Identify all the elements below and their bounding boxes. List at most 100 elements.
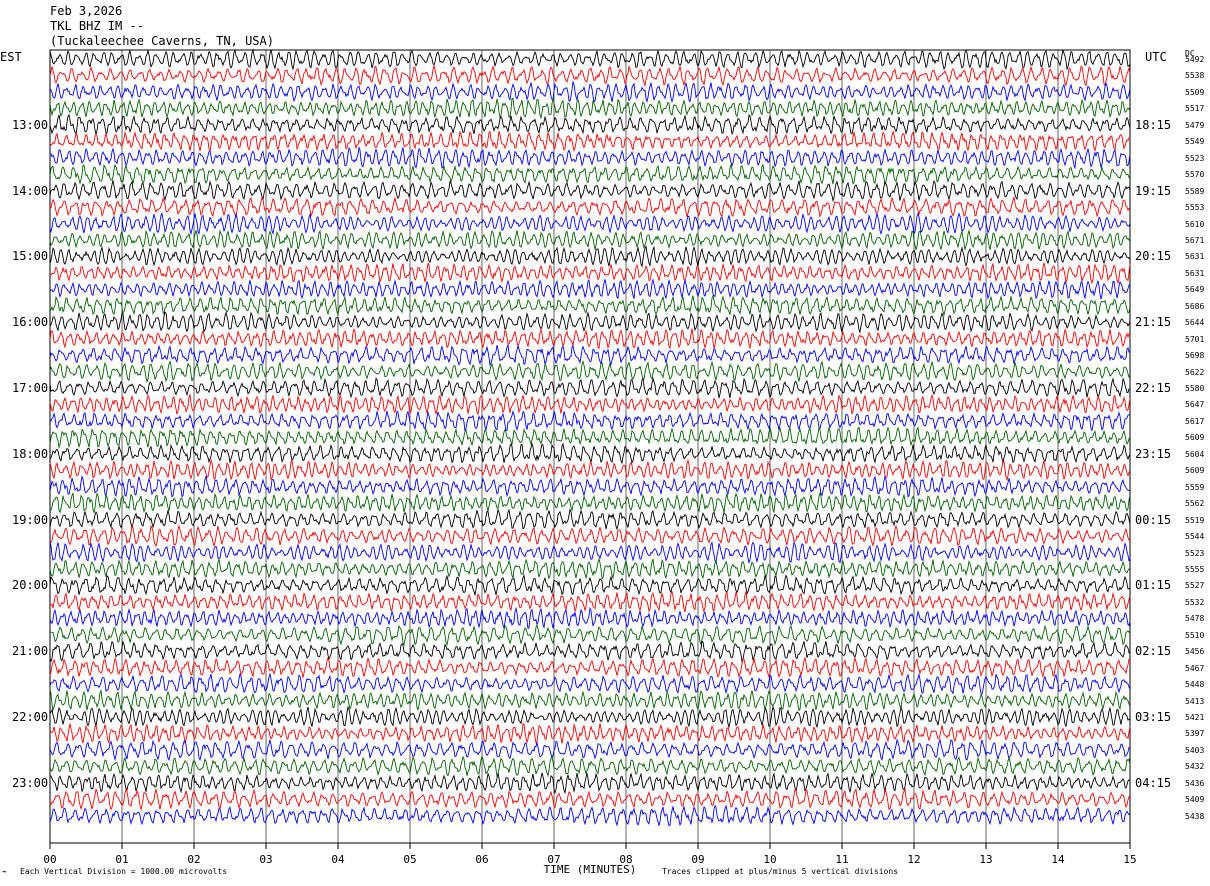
dc-offset-label: 5538 [1185,71,1205,81]
plot-frame [49,49,1131,844]
clip-note: Traces clipped at plus/minus 5 vertical … [662,867,899,876]
left-timezone-label: EST [0,50,22,64]
left-hour-label: 18:00 [12,446,49,461]
left-hour-label: 23:00 [12,775,49,790]
seismic-trace [49,772,1131,795]
right-hour-label: 23:15 [1135,446,1172,461]
dc-offset-label: 5492 [1185,55,1205,64]
seismic-trace [49,410,1131,432]
left-hour-label: 20:00 [12,578,49,593]
dc-offset-label: 5609 [1185,466,1205,476]
dc-offset-label: 5610 [1185,219,1205,229]
seismic-trace [49,64,1131,88]
station-location: (Tuckaleechee Caverns, TN, USA) [50,34,274,48]
dc-offset-label: 5523 [1185,548,1205,558]
x-tick-label: 06 [475,853,489,866]
dc-offset-label: 5604 [1185,449,1205,459]
dc-offset-label: 5413 [1185,696,1205,706]
x-tick-label: 02 [187,853,201,866]
left-hour-label: 13:00 [12,117,49,132]
seismic-trace [49,524,1131,548]
x-tick-label: 03 [259,853,273,866]
dc-offset-label: 5580 [1185,384,1205,393]
seismic-trace [50,624,1131,647]
dc-offset-label: 5523 [1185,153,1205,163]
left-hour-label: 14:00 [12,183,49,198]
dc-offset-label: 5519 [1185,515,1205,525]
dc-offset-label: 5671 [1185,235,1205,245]
seismic-trace [49,262,1131,285]
dc-offset-label: 5589 [1185,186,1205,196]
seismic-trace [49,804,1131,827]
x-tick-label: 05 [403,853,417,866]
seismic-trace [49,507,1131,531]
dc-offset-label: 5698 [1185,351,1205,361]
seismic-trace [49,196,1131,218]
dc-offset-label: 5517 [1185,104,1205,114]
x-tick-label: 00 [43,853,57,866]
seismic-trace [49,656,1131,679]
plot-date: Feb 3,2026 [50,4,123,18]
seismic-trace [49,474,1131,498]
dc-offset-label: 5456 [1185,647,1205,657]
seismic-trace [49,442,1131,465]
left-hour-label: 17:00 [12,381,49,395]
right-hour-label: 04:15 [1135,775,1172,790]
x-tick-label: 07 [547,853,561,866]
right-hour-label: 19:15 [1135,183,1172,198]
seismic-trace [49,705,1131,729]
dc-offset-label: 5553 [1185,203,1205,213]
seismic-trace [49,458,1131,482]
dc-offset-label: 5622 [1185,367,1205,377]
x-tick-label: 01 [115,853,129,866]
left-hour-label: 21:00 [12,644,49,659]
seismic-trace [49,688,1131,712]
dc-offset-label: 5570 [1185,170,1205,180]
seismic-trace [49,146,1131,170]
seismic-trace [49,113,1131,136]
station-code: TKL BHZ IM -- [50,19,144,33]
left-hour-label: 22:00 [12,710,49,724]
seismic-trace [49,738,1130,762]
x-tick-label: 08 [619,853,633,866]
seismic-trace [49,48,1131,71]
seismic-trace [49,672,1131,695]
seismic-trace [49,80,1131,104]
dc-offset-label: 5631 [1185,252,1205,262]
dc-offset-label: 5701 [1185,334,1205,344]
seismic-trace [49,244,1131,268]
seismic-trace [49,229,1131,251]
left-hour-label: 19:00 [12,512,49,527]
right-hour-label: 20:15 [1135,249,1172,264]
x-tick-label: 12 [907,853,921,866]
seismic-trace [49,557,1131,580]
dc-offset-label: 5562 [1185,499,1205,509]
seismic-trace [49,606,1131,630]
seismic-trace [49,376,1130,399]
dc-offset-label: 5403 [1185,745,1205,755]
dc-offset-label: 5397 [1185,729,1205,739]
dc-offset-label: 5421 [1185,713,1205,722]
scale-note: Each Vertical Division = 1000.00 microvo… [20,867,228,876]
dc-offset-label: 5544 [1185,532,1205,542]
seismic-trace [49,491,1131,514]
right-hour-label: 00:15 [1135,512,1172,527]
dc-offset-label: 5609 [1185,433,1205,443]
seismic-trace [49,754,1131,778]
x-tick-label: 04 [331,853,345,866]
seismic-trace [49,787,1131,812]
dc-offset-label: 5479 [1185,120,1205,130]
seismic-trace [49,327,1131,350]
seismic-trace [49,574,1131,597]
seismic-trace [49,541,1131,564]
seismic-trace [49,393,1131,416]
dc-offset-label: 5631 [1185,268,1205,278]
right-hour-label: 18:15 [1135,117,1172,132]
station-icon: ⌁ [2,867,7,876]
seismic-trace [49,278,1131,300]
dc-offset-label: 5647 [1185,400,1205,410]
seismic-trace [49,425,1131,449]
seismic-trace [49,211,1131,236]
dc-offset-label: 5438 [1185,811,1205,821]
